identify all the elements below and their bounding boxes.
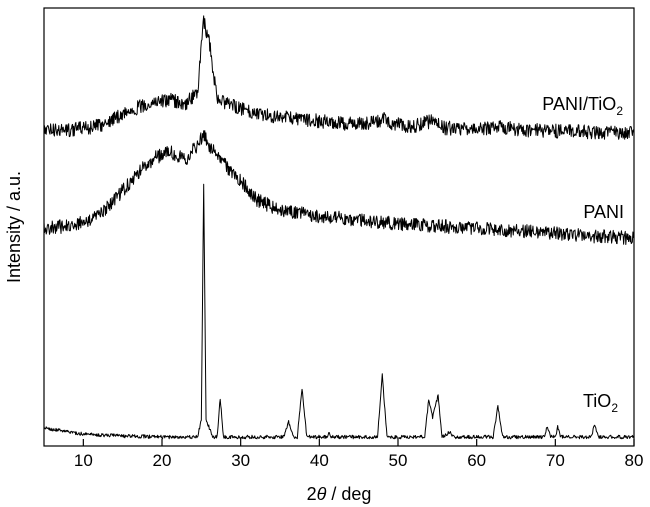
series-line-2 xyxy=(43,183,635,440)
x-tick-label: 50 xyxy=(389,451,408,470)
x-tick-label: 30 xyxy=(231,451,250,470)
x-tick-label: 20 xyxy=(153,451,172,470)
series-line-1 xyxy=(43,130,635,245)
series-layer xyxy=(43,15,635,440)
x-axis-title: 2θ / deg xyxy=(307,484,372,504)
x-tick-label: 10 xyxy=(74,451,93,470)
x-tick-label: 80 xyxy=(625,451,644,470)
series-label-pani: PANI xyxy=(583,202,624,222)
x-tick-label: 70 xyxy=(546,451,565,470)
series-label-tio2: TiO2 xyxy=(583,391,618,415)
series-line-0 xyxy=(43,15,635,140)
x-axis-ticks: 10 20 30 40 50 60 70 80 xyxy=(74,439,644,470)
series-label-pani-tio2: PANI/TiO2 xyxy=(542,94,623,118)
x-tick-label: 40 xyxy=(310,451,329,470)
x-tick-label: 60 xyxy=(467,451,486,470)
y-axis-title: Intensity / a.u. xyxy=(4,171,24,283)
